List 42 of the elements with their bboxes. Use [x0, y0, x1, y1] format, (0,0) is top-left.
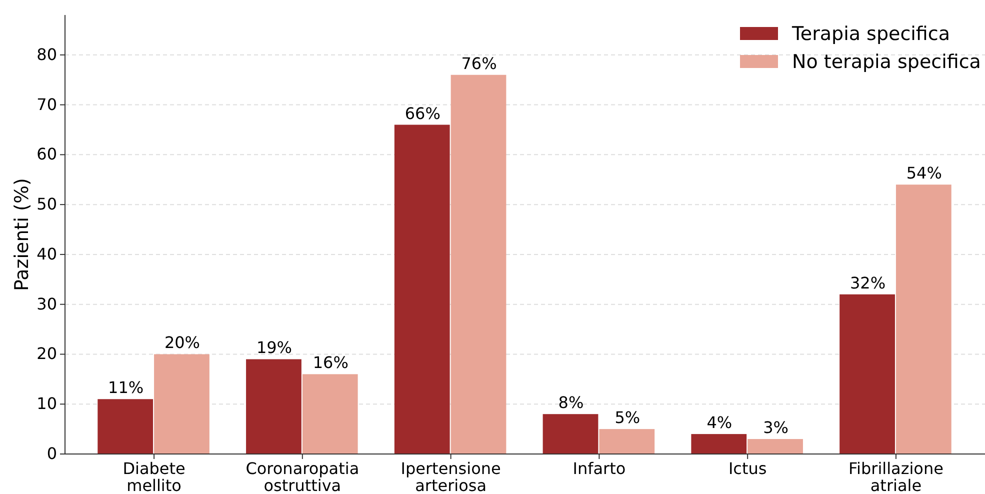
data-label: 16% [312, 353, 348, 372]
bar [154, 354, 210, 454]
x-tick-label: Ipertensione arteriosa [400, 459, 501, 494]
y-tick-label: 10 [36, 394, 57, 414]
y-tick-label: 20 [36, 344, 57, 364]
data-label: 19% [256, 338, 292, 358]
y-tick-label: 50 [36, 194, 57, 214]
data-label: 54% [906, 164, 942, 183]
bar [302, 374, 358, 454]
bar [599, 429, 655, 454]
x-tick-label: Infarto [572, 459, 626, 478]
bar [840, 294, 895, 454]
data-label: 11% [108, 378, 144, 398]
x-tick-label: Coronaropatia ostruttiva [246, 459, 360, 494]
data-label: 5% [614, 408, 640, 428]
y-tick-label: 40 [36, 244, 57, 264]
y-tick-label: 80 [36, 44, 57, 64]
bar [246, 359, 302, 454]
y-tick-label: 60 [36, 144, 57, 164]
data-label: 32% [850, 273, 886, 292]
data-label: 3% [763, 418, 788, 438]
x-tick-label: Ictus [728, 459, 767, 478]
data-label: 8% [558, 393, 584, 412]
bar [98, 399, 154, 454]
data-label: 66% [404, 104, 440, 123]
bar [896, 184, 952, 454]
x-tick-label: Diabete mellito [122, 459, 186, 494]
y-tick-label: 30 [36, 294, 57, 314]
bar [450, 74, 506, 454]
y-tick-label: 70 [36, 94, 57, 114]
x-tick-label: Fibrillazione atriale [848, 459, 944, 494]
bar [394, 124, 450, 454]
data-label: 20% [164, 333, 200, 352]
y-tick-label: 0 [46, 444, 57, 463]
legend-label: Terapia specifica [791, 23, 950, 45]
y-axis-title: Pazienti (%) [11, 178, 33, 291]
legend-label: No terapia specifica [792, 51, 981, 73]
bar [542, 414, 598, 454]
data-label: 76% [461, 54, 497, 73]
bar [691, 434, 747, 454]
bar [748, 439, 803, 454]
data-label: 4% [706, 413, 732, 432]
